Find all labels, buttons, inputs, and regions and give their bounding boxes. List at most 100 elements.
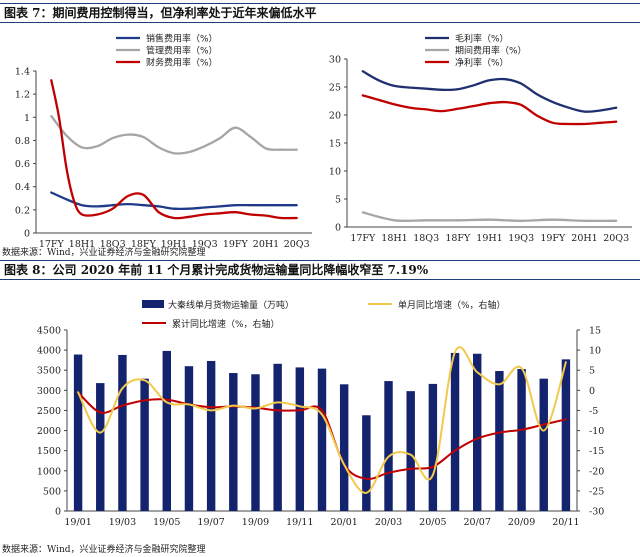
bottom-right-tick-label: -10	[589, 426, 604, 437]
bottom-bar	[561, 359, 571, 511]
right-x-tick-label: 18H1	[381, 233, 407, 244]
bottom-series-line-monthly	[77, 346, 567, 494]
left-series-line-1	[50, 114, 298, 155]
bottom-x-tick-label: 20/03	[375, 517, 402, 528]
bottom-x-tick-label: 19/09	[242, 517, 269, 528]
bottom-bar	[118, 354, 127, 511]
left-y-tick-label: 1.2	[15, 90, 30, 101]
bottom-left-tick-label: 2500	[37, 406, 61, 417]
right-legend-label-2: 净利率（%）	[455, 57, 509, 69]
bottom-bar	[206, 360, 216, 511]
bottom-bar	[73, 354, 83, 511]
bottom-bar	[495, 371, 504, 511]
left-legend-label-0: 销售费用率（%）	[146, 33, 218, 45]
bottom-bar	[162, 350, 171, 511]
bottom-x-tick-label: 19/07	[197, 517, 224, 528]
left-x-tick-label: 18FY	[131, 239, 157, 250]
bottom-bar	[96, 383, 105, 511]
bottom-bar	[406, 391, 415, 511]
bottom-bar	[428, 383, 438, 511]
left-y-tick-label: 1.4	[15, 67, 30, 78]
left-x-tick-label: 18Q3	[100, 239, 126, 250]
bottom-bar	[184, 366, 194, 511]
bottom-bar	[140, 378, 149, 511]
left-y-tick-label: 0	[24, 229, 30, 240]
bottom-left-tick-label: 500	[43, 486, 61, 497]
right-x-tick-label: 19Q3	[508, 233, 534, 244]
left-y-tick-label: 1	[24, 113, 30, 124]
bottom-left-tick-label: 2000	[37, 426, 61, 437]
figure8-title: 图表 8：公司 2020 年前 11 个月累计完成货物运输量同比降幅收窄至 7.…	[0, 260, 640, 280]
bottom-bar	[251, 374, 260, 511]
bottom-legend-label-2: 累计同比增速（%，右轴）	[172, 318, 280, 330]
bottom-x-tick-label: 19/05	[153, 517, 180, 528]
left-x-tick-label: 20Q3	[284, 239, 310, 250]
bottom-bar	[450, 352, 460, 511]
left-x-tick-label: 19H1	[161, 239, 187, 250]
left-y-tick-label: 0.8	[15, 136, 30, 147]
bottom-right-tick-label: -30	[589, 507, 604, 518]
bottom-bar	[273, 363, 282, 511]
bottom-left-tick-label: 4500	[37, 326, 61, 337]
bottom-bar	[539, 378, 548, 511]
bottom-x-tick-label: 20/09	[508, 517, 535, 528]
right-series-line-2	[361, 94, 618, 126]
bottom-bar	[295, 367, 305, 511]
bottom-left-tick-label: 0	[55, 507, 61, 518]
bottom-right-tick-label: -5	[589, 406, 598, 417]
figure8-source: 数据来源：Wind，兴业证券经济与金融研究院整理	[2, 545, 206, 555]
right-x-tick-label: 19H1	[476, 233, 502, 244]
bottom-x-tick-label: 19/01	[64, 517, 91, 528]
left-series-line-2	[50, 79, 298, 220]
bottom-right-tick-label: 0	[589, 386, 595, 397]
bottom-right-tick-label: 10	[589, 346, 601, 357]
right-y-tick-label: 10	[329, 167, 341, 178]
right-x-tick-label: 18FY	[445, 233, 471, 244]
left-x-tick-label: 19Q3	[192, 239, 218, 250]
bottom-legend-swatch-0	[142, 300, 164, 308]
bottom-x-tick-label: 19/11	[286, 517, 313, 528]
bottom-x-tick-label: 20/01	[330, 517, 357, 528]
right-legend-label-0: 毛利率（%）	[455, 33, 509, 45]
bottom-bar	[362, 415, 371, 511]
left-y-tick-label: 0.2	[15, 205, 30, 216]
bottom-legend-label-0: 大秦线单月货物运输量（万吨）	[168, 299, 294, 311]
right-x-tick-label: 20Q3	[603, 233, 629, 244]
bottom-x-tick-label: 20/05	[419, 517, 446, 528]
right-y-tick-label: 30	[329, 55, 341, 66]
bottom-x-tick-label: 20/11	[552, 517, 579, 528]
right-y-tick-label: 0	[335, 223, 341, 234]
right-legend-label-1: 期间费用率（%）	[455, 45, 527, 57]
bottom-left-tick-label: 1500	[37, 446, 61, 457]
bottom-right-tick-label: -25	[589, 486, 604, 497]
left-series-line-0	[50, 191, 298, 211]
bottom-left-tick-label: 3000	[37, 386, 61, 397]
bottom-x-tick-label: 20/07	[464, 517, 491, 528]
right-y-tick-label: 15	[329, 139, 341, 150]
figure7-title: 图表 7：期间费用控制得当，但净利率处于近年来偏低水平	[0, 3, 640, 23]
left-x-tick-label: 18H1	[69, 239, 95, 250]
right-y-tick-label: 5	[335, 195, 341, 206]
bottom-right-tick-label: 5	[589, 366, 595, 377]
right-x-tick-label: 20H1	[571, 233, 597, 244]
bottom-bar	[473, 353, 482, 511]
right-y-tick-label: 25	[329, 83, 341, 94]
right-x-tick-label: 18Q3	[413, 233, 439, 244]
right-series-line-1	[361, 211, 618, 223]
left-legend-label-1: 管理费用率（%）	[146, 45, 218, 57]
left-legend-label-2: 财务费用率（%）	[146, 57, 218, 69]
bottom-left-tick-label: 1000	[37, 466, 61, 477]
left-x-tick-label: 17FY	[39, 239, 65, 250]
bottom-bar	[229, 373, 238, 511]
right-x-tick-label: 17FY	[350, 233, 376, 244]
left-x-tick-label: 19FY	[223, 239, 249, 250]
bottom-bar	[517, 369, 526, 511]
bottom-bar	[317, 368, 327, 511]
bottom-bar	[384, 381, 393, 511]
bottom-x-tick-label: 19/03	[109, 517, 136, 528]
bottom-left-tick-label: 3500	[37, 366, 61, 377]
bottom-bar	[339, 384, 349, 511]
left-y-tick-label: 0.6	[15, 159, 30, 170]
bottom-legend-label-1: 单月同比增速（%，右轴）	[398, 299, 506, 311]
bottom-right-tick-label: 15	[589, 326, 601, 337]
